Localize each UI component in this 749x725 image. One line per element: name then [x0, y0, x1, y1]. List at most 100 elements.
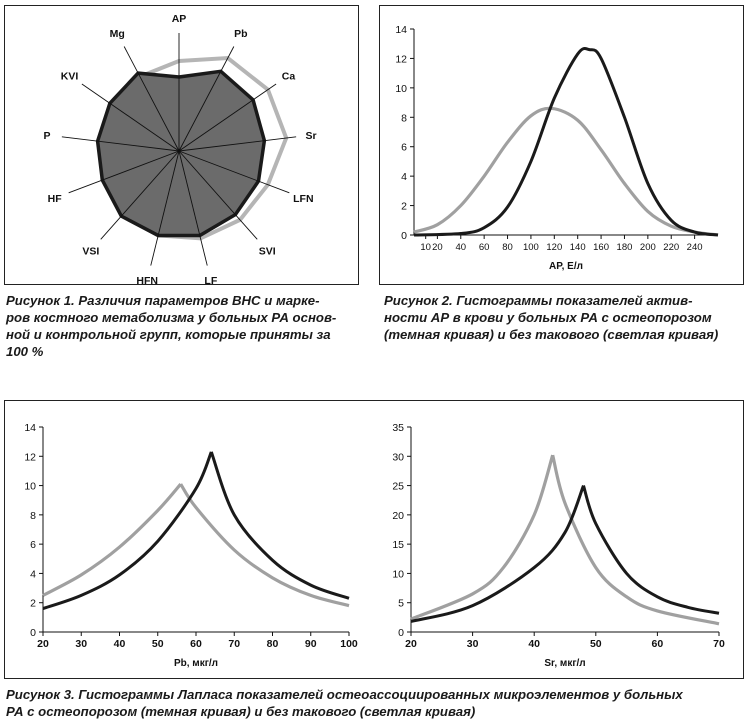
figure-2-caption: Рисунок 2. Гистограммы показателей актив… [384, 292, 746, 343]
radar-axis-label: Mg [110, 28, 125, 40]
y-tick-label: 15 [392, 539, 404, 551]
x-axis-title: Pb, мкг/л [174, 658, 218, 669]
figure-1-caption: Рисунок 1. Различия параметров ВНС и мар… [6, 292, 366, 360]
x-axis-title: Sr, мкг/л [544, 658, 585, 669]
pb-laplace-chart: 0 2 4 6 8 10 12 14 20 30 40 50 60 70 80 90 100 Pb, мкг/л [24, 422, 358, 669]
radar-axis-label: LFN [293, 193, 313, 205]
radar-spoke [178, 83, 277, 152]
x-tick-label: 30 [467, 638, 479, 650]
x-tick-label: 60 [652, 638, 664, 650]
radar-axis-label: SVI [259, 246, 276, 258]
radar-axis-label: Ca [282, 70, 296, 82]
x-tick-label: 240 [687, 242, 703, 253]
x-tick-label: 50 [590, 638, 602, 650]
figure-3-caption: Рисунок 3. Гистограммы Лапласа показател… [6, 686, 746, 720]
figure-2-panel: 0 2 4 6 8 10 12 14 10 20 40 60 80 100 120 140 160 180 200 2… [379, 5, 744, 285]
radar-axis-label: KVI [61, 70, 79, 82]
y-tick-label: 35 [392, 422, 404, 434]
x-tick-label: 220 [663, 242, 679, 253]
figure-3-panel: 0 2 4 6 8 10 12 14 20 30 40 50 60 70 80 90 100 Pb, мкг/л … [4, 400, 744, 679]
radar-spoke [150, 150, 180, 266]
x-tick-label: 40 [528, 638, 540, 650]
x-tick-label: 90 [305, 638, 317, 650]
y-tick-label: 20 [392, 510, 404, 522]
radar-axis-label: VSI [82, 246, 99, 258]
x-tick-label: 70 [713, 638, 725, 650]
x-tick-label: 20 [37, 638, 49, 650]
series-dark-line [42, 451, 350, 610]
x-tick-label: 70 [228, 638, 240, 650]
x-tick-label: 10 [420, 242, 431, 253]
y-tick-label: 14 [24, 422, 36, 434]
x-tick-label: 120 [546, 242, 562, 253]
series-light-line [42, 483, 350, 608]
y-tick-label: 30 [392, 451, 404, 463]
radar-axis-label: P [43, 130, 50, 142]
y-tick-label: 8 [401, 112, 407, 124]
series-dark-line [410, 485, 720, 623]
radar-spoke [123, 46, 180, 152]
y-tick-label: 10 [24, 481, 36, 493]
y-tick-label: 0 [398, 627, 404, 639]
caption-line: Рисунок 2. Гистограммы показателей актив… [384, 293, 693, 308]
radar-axis-label: LF [204, 275, 217, 284]
radar-axis-label: HF [48, 193, 63, 205]
y-tick-label: 14 [395, 24, 407, 36]
y-tick-label: 12 [24, 451, 36, 463]
x-tick-label: 180 [617, 242, 633, 253]
y-tick-label: 10 [392, 568, 404, 580]
y-tick-label: 5 [398, 598, 404, 610]
caption-line: РА с остеопорозом (темная кривая) и без … [6, 704, 476, 719]
y-tick-label: 0 [401, 230, 407, 242]
radar-spoke [178, 150, 290, 194]
y-tick-label: 2 [401, 201, 407, 213]
series-dark-line [413, 46, 719, 237]
series-light-line [413, 106, 719, 237]
x-axis-title: AP, Е/л [549, 261, 583, 272]
x-tick-label: 80 [267, 638, 279, 650]
radar-spoke [61, 136, 180, 152]
x-tick-label: 100 [340, 638, 358, 650]
radar-spoke [178, 136, 297, 152]
x-tick-label: 20 [405, 638, 417, 650]
radar-chart: AP Pb Ca Sr LFN SVI LF HFN VSI HF P KVI Mg [43, 13, 316, 287]
y-tick-label: 2 [30, 598, 36, 610]
y-tick-label: 8 [30, 510, 36, 522]
x-tick-label: 40 [114, 638, 126, 650]
radar-spoke [178, 150, 258, 240]
y-tick-label: 6 [30, 539, 36, 551]
x-tick-label: 140 [570, 242, 586, 253]
radar-spoke [178, 150, 208, 266]
radar-spoke [178, 46, 235, 152]
x-tick-label: 200 [640, 242, 656, 253]
radar-axis-label: Pb [234, 28, 247, 40]
y-tick-label: 0 [30, 627, 36, 639]
caption-line: ров костного метаболизма у больных РА ос… [6, 310, 337, 325]
x-tick-label: 40 [455, 242, 466, 253]
radar-spoke [68, 150, 180, 194]
x-tick-label: 60 [190, 638, 202, 650]
radar-spoke [81, 83, 180, 152]
x-tick-label: 20 [432, 242, 443, 253]
radar-axis-label: Sr [305, 130, 316, 142]
x-tick-label: 30 [75, 638, 87, 650]
y-tick-label: 4 [401, 171, 407, 183]
caption-line: Рисунок 1. Различия параметров ВНС и мар… [6, 293, 320, 308]
x-tick-label: 50 [152, 638, 164, 650]
caption-line: Рисунок 3. Гистограммы Лапласа показател… [6, 687, 683, 702]
y-tick-label: 4 [30, 568, 36, 580]
caption-line: ности АР в крови у больных РА с остеопор… [384, 310, 712, 325]
x-tick-label: 160 [593, 242, 609, 253]
y-tick-label: 6 [401, 142, 407, 154]
x-tick-label: 100 [523, 242, 539, 253]
figure-1-panel: AP Pb Ca Sr LFN SVI LF HFN VSI HF P KVI Mg [4, 5, 359, 287]
radar-axis-label: AP [172, 13, 187, 25]
y-tick-label: 12 [395, 53, 407, 65]
x-tick-label: 60 [479, 242, 490, 253]
sr-laplace-chart: 0 5 10 15 20 25 30 35 20 30 40 50 60 70 Sr, мкг/л [392, 422, 725, 669]
y-tick-label: 25 [392, 481, 404, 493]
x-tick-label: 80 [502, 242, 513, 253]
y-tick-label: 10 [395, 83, 407, 95]
series-light-line [410, 454, 720, 626]
